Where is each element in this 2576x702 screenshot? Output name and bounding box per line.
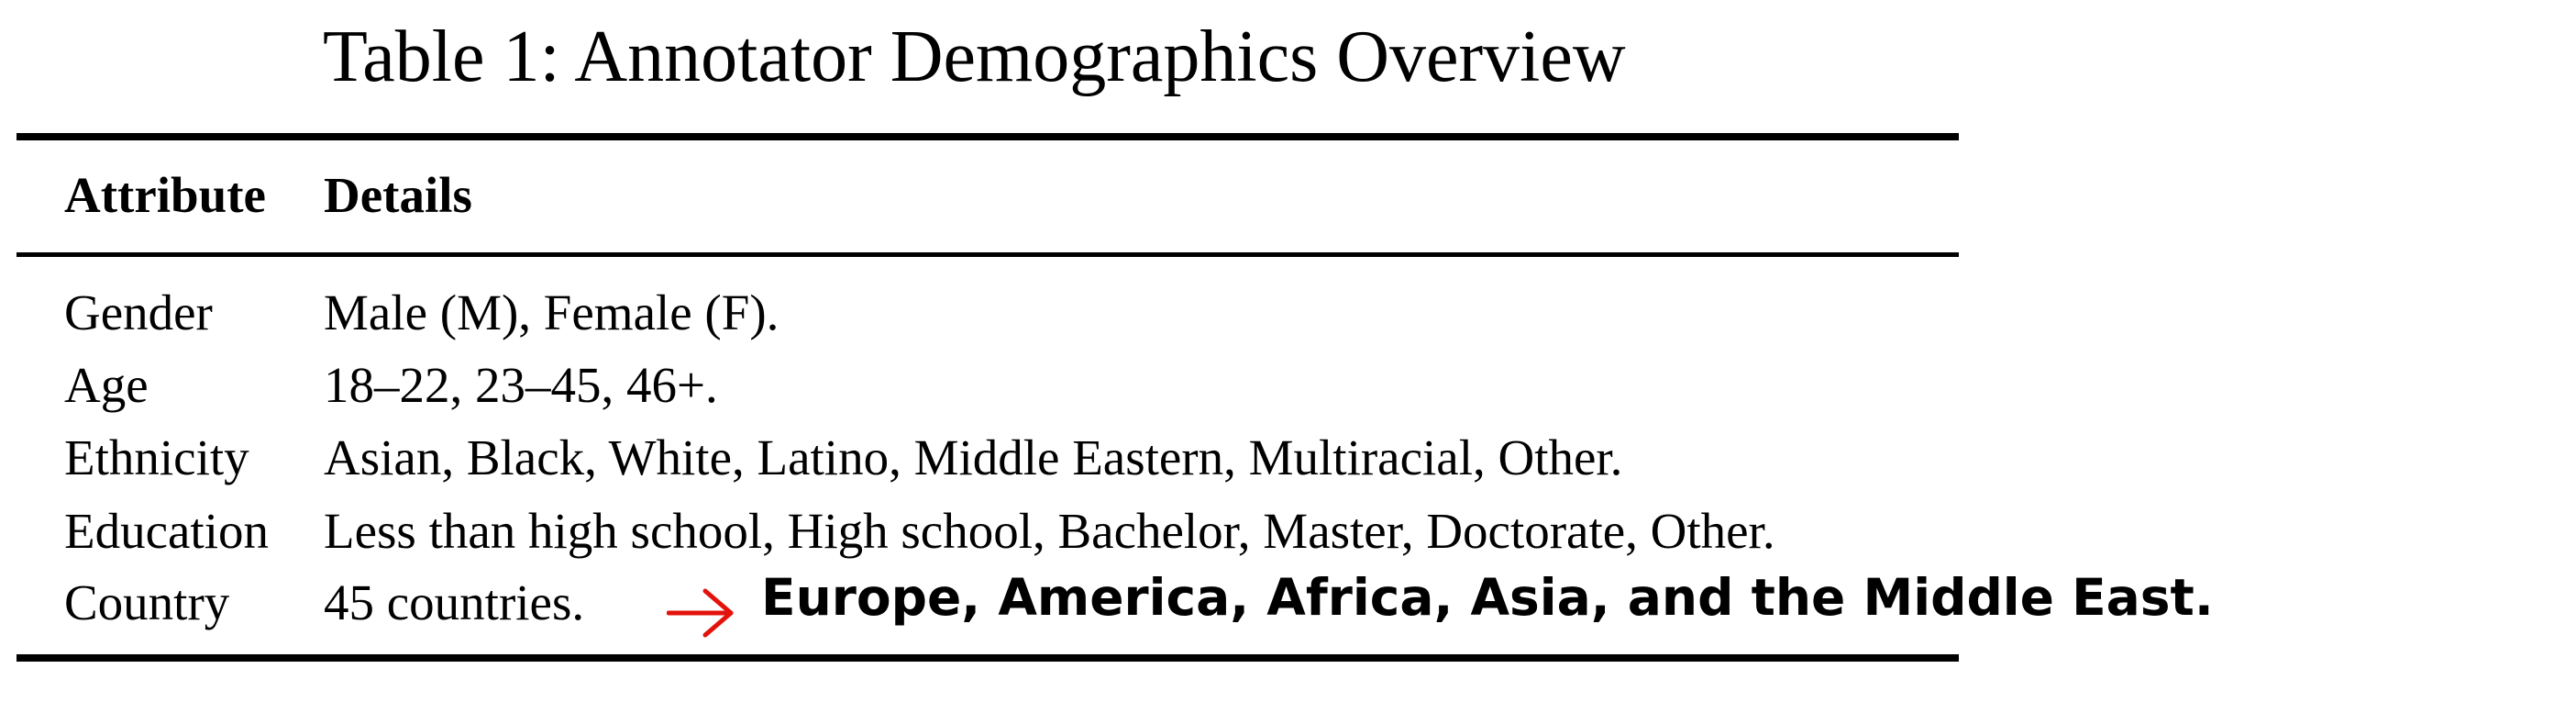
top-rule: [17, 133, 1959, 140]
header-attribute: Attribute: [64, 167, 266, 223]
row-education-details: Less than high school, High school, Bach…: [324, 503, 1775, 559]
bottom-rule: [17, 654, 1959, 662]
row-gender-attribute: Gender: [64, 284, 213, 340]
row-ethnicity-details: Asian, Black, White, Latino, Middle East…: [324, 429, 1623, 485]
row-country-attribute: Country: [64, 574, 230, 630]
row-age-details: 18–22, 23–45, 46+.: [324, 357, 718, 413]
table-caption: Table 1: Annotator Demographics Overview: [323, 17, 1626, 97]
row-ethnicity-attribute: Ethnicity: [64, 429, 249, 485]
header-rule: [17, 252, 1959, 257]
row-age-attribute: Age: [64, 357, 149, 413]
row-gender-details: Male (M), Female (F).: [324, 284, 779, 340]
row-country-details: 45 countries.: [324, 574, 585, 630]
row-education-attribute: Education: [64, 503, 269, 559]
header-details: Details: [324, 167, 472, 223]
country-region-annotation: Europe, America, Africa, Asia, and the M…: [761, 568, 2214, 627]
right-arrow-icon: [667, 588, 734, 638]
